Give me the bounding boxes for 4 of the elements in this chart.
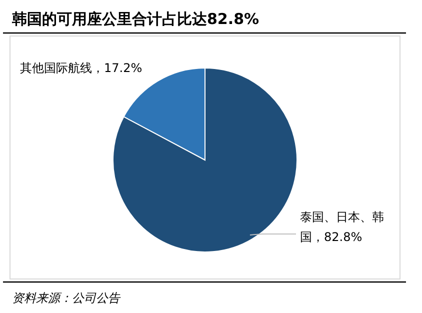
chart-title: 韩国的可用座公里合计占比达82.8%	[11, 10, 260, 28]
slice-label: 泰国、日本、韩国，82.8%	[300, 209, 385, 246]
text: 资料来源：公司公告	[12, 291, 121, 305]
slice-label: 其他国际航线，17.2%	[20, 60, 142, 77]
